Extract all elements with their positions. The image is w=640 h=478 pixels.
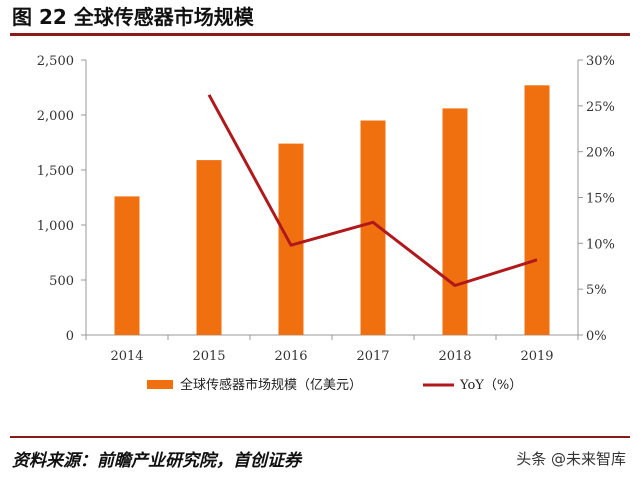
right-tick-label: 30% bbox=[586, 54, 615, 69]
bar bbox=[524, 85, 550, 335]
x-tick-label: 2017 bbox=[356, 349, 389, 364]
right-tick-label: 10% bbox=[586, 237, 615, 252]
legend-label-line: YoY（%） bbox=[459, 378, 522, 393]
bar bbox=[196, 160, 222, 335]
chart: 0 500 1,000 1,500 2,000 2,500 0% 5% 10% 15% 20% 25%… bbox=[37, 54, 615, 393]
left-tick-label: 1,500 bbox=[37, 164, 74, 179]
x-tick-label: 2019 bbox=[520, 349, 553, 364]
source-note: 资料来源：前瞻产业研究院，首创证券 bbox=[12, 451, 301, 471]
right-tick-label: 15% bbox=[586, 192, 615, 207]
x-tick-label: 2014 bbox=[110, 349, 143, 364]
figure-title: 图 22 全球传感器市场规模 bbox=[12, 5, 254, 29]
right-tick-label: 0% bbox=[586, 329, 607, 344]
left-tick-label: 500 bbox=[49, 274, 74, 289]
yoy-line bbox=[207, 94, 538, 287]
x-tick-label: 2016 bbox=[274, 349, 307, 364]
right-tick-label: 20% bbox=[586, 146, 615, 161]
legend-label-bar: 全球传感器市场规模（亿美元） bbox=[180, 377, 362, 393]
watermark: 头条 @未来智库 bbox=[516, 450, 626, 468]
source-divider bbox=[10, 436, 630, 438]
legend-swatch-bar bbox=[147, 380, 173, 389]
left-tick-label: 1,000 bbox=[37, 219, 74, 234]
left-tick-label: 0 bbox=[66, 329, 74, 344]
left-tick-label: 2,500 bbox=[37, 54, 74, 69]
x-tick-label: 2015 bbox=[192, 349, 225, 364]
left-tick-label: 2,000 bbox=[37, 109, 74, 124]
right-tick-label: 25% bbox=[586, 100, 615, 115]
title-divider bbox=[10, 33, 630, 36]
bar bbox=[278, 143, 304, 335]
x-tick-label: 2018 bbox=[438, 349, 471, 364]
right-tick-label: 5% bbox=[586, 283, 607, 298]
bar bbox=[442, 108, 468, 336]
bar bbox=[114, 196, 140, 335]
